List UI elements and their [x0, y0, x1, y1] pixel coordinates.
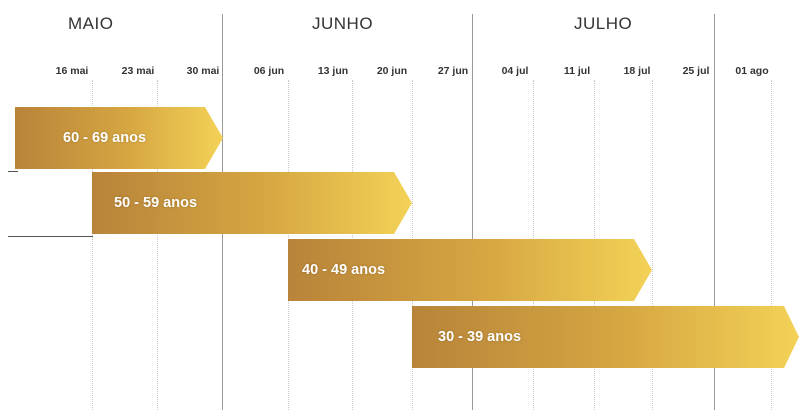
arrow-shape [412, 306, 799, 368]
row-tick [8, 171, 18, 172]
week-label: 30 mai [186, 65, 220, 77]
week-guide [92, 80, 93, 410]
bar-label: 50 - 59 anos [114, 195, 198, 211]
week-label: 01 ago [735, 65, 769, 77]
week-guide [157, 80, 158, 410]
week-label: 18 jul [623, 65, 651, 77]
week-label: 25 jul [682, 65, 710, 77]
month-divider-julho [472, 14, 473, 410]
bar-label: 40 - 49 anos [302, 262, 386, 278]
week-guide [652, 80, 653, 410]
age-group-bar-60-69: 60 - 69 anos [15, 107, 223, 169]
week-label: 23 mai [121, 65, 155, 77]
week-label: 04 jul [501, 65, 529, 77]
bar-label: 60 - 69 anos [63, 130, 147, 146]
arrow-shape [288, 239, 652, 301]
month-divider-agosto [714, 14, 715, 410]
month-label-maio: MAIO [68, 14, 114, 33]
arrow-shape [92, 172, 412, 234]
row-tick [8, 236, 93, 237]
week-guide [771, 80, 772, 410]
week-label: 06 jun [253, 65, 285, 77]
week-label: 11 jul [563, 65, 591, 77]
age-group-bar-50-59: 50 - 59 anos [92, 172, 412, 234]
month-label-julho: JULHO [574, 14, 633, 33]
age-group-bar-30-39: 30 - 39 anos [412, 306, 799, 368]
week-label: 16 mai [55, 65, 89, 77]
week-label: 20 jun [376, 65, 408, 77]
age-group-bar-40-49: 40 - 49 anos [288, 239, 652, 301]
month-label-junho: JUNHO [312, 14, 374, 33]
week-label: 27 jun [437, 65, 469, 77]
week-label: 13 jun [317, 65, 349, 77]
arrow-shape [15, 107, 223, 169]
bar-label: 30 - 39 anos [438, 329, 522, 345]
